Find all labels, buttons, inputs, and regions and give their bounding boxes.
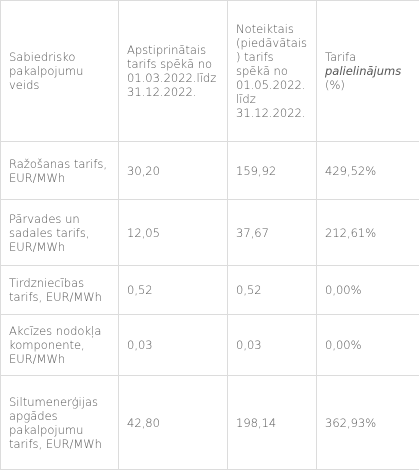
value-cell: 362,93% — [316, 375, 419, 470]
row-label: Tirdzniecības tarifs, EUR/MWh — [0, 265, 119, 315]
value-cell: 212,61% — [316, 199, 419, 266]
row-label: Pārvades un sadales tarifs, EUR/MWh — [0, 199, 119, 266]
table-row: Tirdzniecības tarifs, EUR/MWh 0,52 0,52 0,0… — [0, 265, 419, 315]
value-cell: 159,92 — [227, 141, 317, 200]
value-cell: 0,52 — [118, 265, 228, 315]
header-cell: Apstiprinātais tarifs spēkā no 01.03.202… — [118, 0, 228, 142]
value-cell: 0,03 — [118, 314, 228, 376]
table-body: Ražošanas tarifs, EUR/MWh 30,20 159,92 429,… — [0, 141, 419, 470]
value-cell: 0,00% — [316, 314, 419, 376]
header-cell: Sabiedrisko pakalpojumu veids — [0, 0, 119, 142]
header-text: Tarifa — [325, 50, 357, 64]
value-cell: 198,14 — [227, 375, 317, 470]
value-cell: 0,00% — [316, 265, 419, 315]
header-row: Sabiedrisko pakalpojumu veids Apstiprinā… — [0, 0, 419, 142]
value-cell: 12,05 — [118, 199, 228, 266]
value-cell: 0,03 — [227, 314, 317, 376]
value-cell: 429,52% — [316, 141, 419, 200]
row-label: Akcīzes nodokļa komponente, EUR/MWh — [0, 314, 119, 376]
row-label: Siltumenerģijas apgādes pakalpojumu tari… — [0, 375, 119, 470]
row-label: Ražošanas tarifs, EUR/MWh — [0, 141, 119, 200]
header-cell: Noteiktais (piedāvātais) tarifs spēkā no… — [227, 0, 317, 142]
header-emphasis: palielinājums — [325, 64, 402, 78]
value-cell: 30,20 — [118, 141, 228, 200]
table-row: Ražošanas tarifs, EUR/MWh 30,20 159,92 429,… — [0, 141, 419, 200]
header-cell: Tarifa palielinājums (%) — [316, 0, 419, 142]
value-cell: 37,67 — [227, 199, 317, 266]
table-row: Siltumenerģijas apgādes pakalpojumu tari… — [0, 375, 419, 470]
table-row: Pārvades un sadales tarifs, EUR/MWh 12,05… — [0, 199, 419, 266]
value-cell: 42,80 — [118, 375, 228, 470]
table-row: Akcīzes nodokļa komponente, EUR/MWh 0,03 0… — [0, 314, 419, 376]
header-suffix: (%) — [325, 78, 345, 92]
value-cell: 0,52 — [227, 265, 317, 315]
